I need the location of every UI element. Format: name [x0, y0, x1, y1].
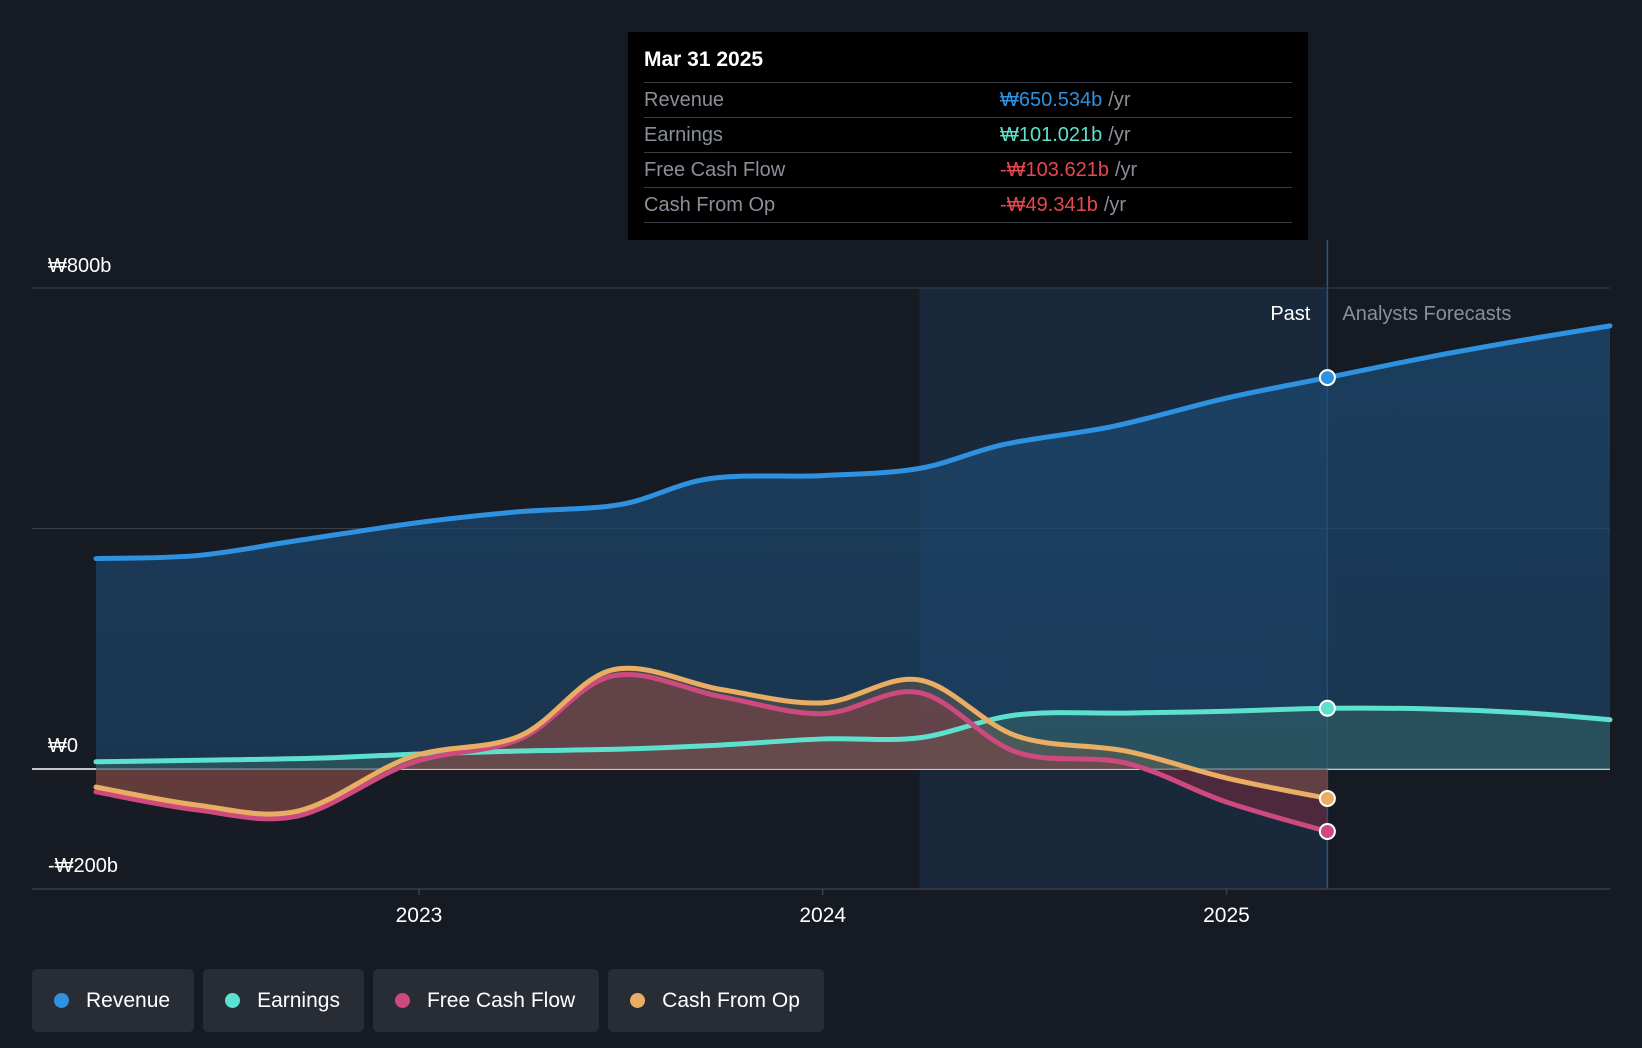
fcf-point [1318, 823, 1336, 841]
tooltip-row-fcf: Free Cash Flow -₩103.621b /yr [644, 153, 1292, 188]
tooltip-label: Earnings [644, 124, 723, 146]
tooltip-value: -₩103.621b [1000, 159, 1109, 181]
revenue-point [1318, 369, 1336, 387]
tooltip-label: Free Cash Flow [644, 159, 786, 181]
cfo-area [96, 668, 1328, 815]
tooltip-date: Mar 31 2025 [644, 46, 1292, 83]
legend-item-revenue[interactable]: Revenue [32, 969, 195, 1032]
highlight-points [1318, 369, 1336, 841]
tooltip-row-revenue: Revenue ₩650.534b /yr [644, 83, 1292, 118]
axis-labels: ₩800b ₩0 -₩200b 2023 2024 2025 Past Analysts Fo… [48, 255, 1511, 927]
cfo-line [93, 665, 1330, 817]
earnings-point [1318, 699, 1336, 717]
x-tick-label: 2023 [396, 904, 443, 927]
legend-label: Revenue [86, 988, 171, 1012]
tooltip-value: ₩650.534b [1000, 89, 1103, 111]
fcf-area [96, 674, 1328, 832]
revenue-line [93, 323, 1613, 562]
revenue-dot-icon [54, 993, 69, 1008]
y-tick-label: ₩0 [48, 735, 78, 757]
tooltip-value: -₩49.341b [1000, 194, 1098, 216]
legend-item-earnings[interactable]: Earnings [203, 969, 364, 1032]
tooltip: Mar 31 2025 Revenue ₩650.534b /yr Earnin… [628, 32, 1308, 240]
past-label: Past [1270, 303, 1310, 325]
tooltip-value: ₩101.021b [1000, 124, 1103, 146]
tooltip-unit: /yr [1108, 124, 1131, 146]
x-tick-label: 2025 [1203, 904, 1250, 927]
tooltip-label: Revenue [644, 89, 725, 111]
tooltip-unit: /yr [1103, 194, 1127, 216]
y-tick-label: ₩800b [48, 255, 111, 277]
earnings-line [93, 705, 1613, 765]
tooltip-unit: /yr [1108, 89, 1131, 111]
forecast-label: Analysts Forecasts [1342, 303, 1511, 325]
tooltip-row-cfo: Cash From Op -₩49.341b /yr [644, 188, 1292, 223]
tooltip-label: Cash From Op [644, 194, 776, 216]
legend-label: Free Cash Flow [426, 988, 576, 1012]
tooltip-unit: /yr [1114, 159, 1138, 181]
revenue-area [96, 325, 1610, 769]
y-tick-label: -₩200b [48, 855, 118, 877]
legend: Revenue Earnings Free Cash Flow Cash Fro… [32, 969, 824, 1032]
legend-label: Earnings [257, 988, 340, 1012]
cfo-dot-icon [630, 993, 646, 1008]
earnings-dot-icon [225, 993, 241, 1008]
fcf-line [93, 672, 1330, 835]
legend-item-cfo[interactable]: Cash From Op [608, 969, 824, 1032]
series-lines [93, 323, 1613, 835]
tooltip-row-earnings: Earnings ₩101.021b /yr [644, 118, 1292, 153]
cfo-point [1318, 789, 1336, 807]
legend-label: Cash From Op [662, 988, 800, 1012]
legend-item-fcf[interactable]: Free Cash Flow [372, 969, 600, 1032]
x-tick-label: 2024 [799, 904, 846, 927]
fcf-dot-icon [394, 993, 410, 1008]
